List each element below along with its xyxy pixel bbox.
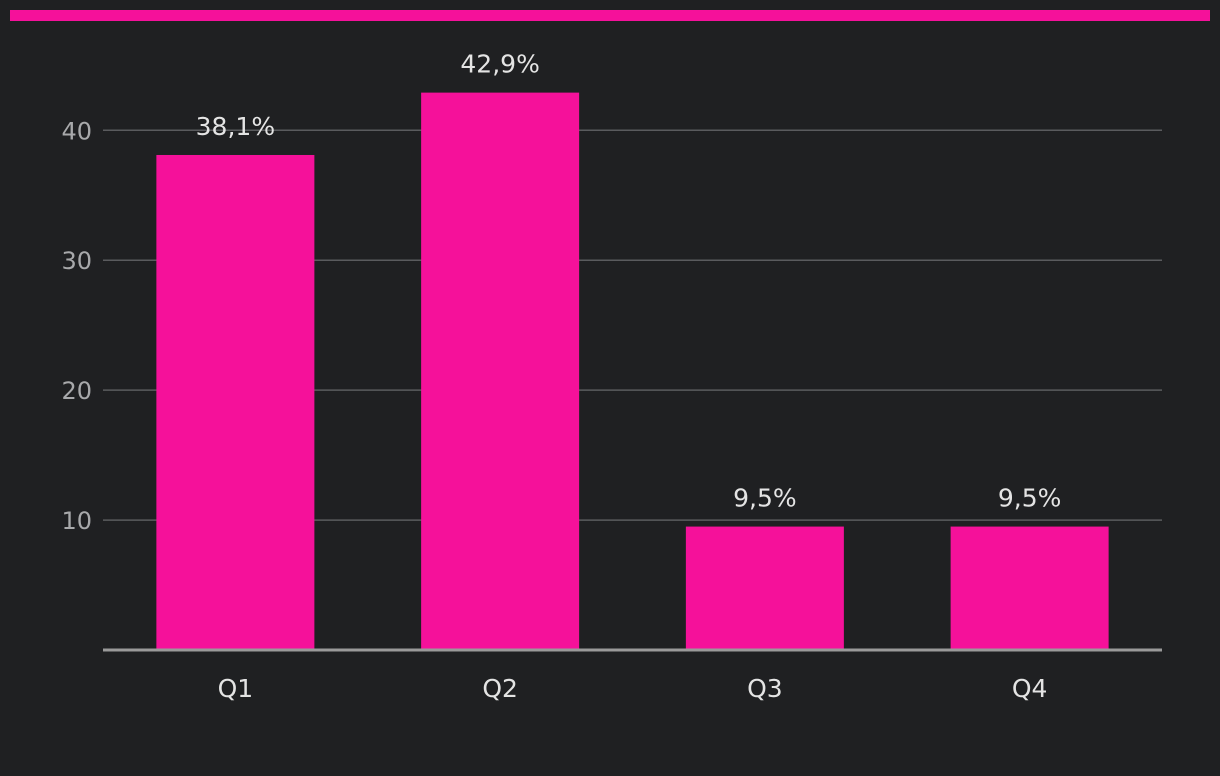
x-tick-label: Q4 [1012,674,1048,703]
y-tick-label: 20 [61,377,92,405]
accent-bar [10,10,1210,21]
y-tick-label: 10 [61,507,92,535]
bar [156,154,315,651]
bar [421,92,580,650]
x-tick-label: Q2 [482,674,518,703]
y-tick-label: 40 [61,117,92,145]
x-tick-label: Q3 [747,674,783,703]
value-label: 9,5% [733,484,797,513]
value-label: 38,1% [196,112,275,141]
bar [950,526,1109,650]
bar [685,526,844,650]
value-label: 42,9% [460,50,539,79]
x-tick-label: Q1 [218,674,254,703]
y-tick-label: 30 [61,247,92,275]
value-label: 9,5% [998,484,1062,513]
